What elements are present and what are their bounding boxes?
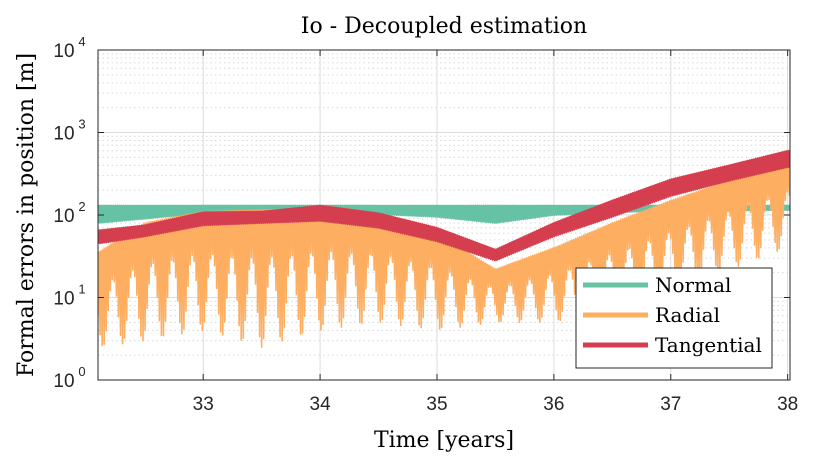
y-tick-label-exponent: 2 (78, 199, 85, 214)
legend-label-normal: Normal (655, 273, 731, 297)
y-tick-label-base: 10 (53, 289, 74, 310)
y-tick-label-exponent: 4 (78, 34, 85, 49)
series-line-tangential (98, 149, 790, 262)
x-tick-label: 35 (426, 394, 447, 415)
legend: Normal Radial Tangential (575, 267, 773, 369)
y-tick-label-base: 10 (53, 41, 74, 62)
y-tick-label-exponent: 0 (78, 364, 85, 379)
series-tangential (98, 149, 790, 262)
y-tick-label-exponent: 3 (78, 117, 85, 132)
chart-title: Io - Decoupled estimation (301, 14, 587, 39)
y-tick-label-base: 10 (53, 371, 74, 392)
series-layer (98, 149, 790, 348)
legend-label-radial: Radial (655, 303, 720, 327)
y-tick-label-exponent: 1 (78, 282, 85, 297)
y-tick-label-base: 10 (53, 124, 74, 145)
x-tick-label: 34 (310, 394, 332, 415)
x-tick-label: 36 (543, 394, 564, 415)
y-axis-label: Formal errors in position [m] (14, 53, 39, 377)
ticks: 33 34 35 36 37 38 10 0 10 1 10 2 10 3 10 4 (53, 34, 798, 415)
x-tick-label: 33 (193, 394, 214, 415)
y-tick-label-base: 10 (53, 206, 74, 227)
legend-label-tangential: Tangential (655, 333, 762, 357)
x-axis-label: Time [years] (374, 428, 514, 453)
x-tick-label: 37 (660, 394, 681, 415)
x-tick-label: 38 (777, 394, 798, 415)
